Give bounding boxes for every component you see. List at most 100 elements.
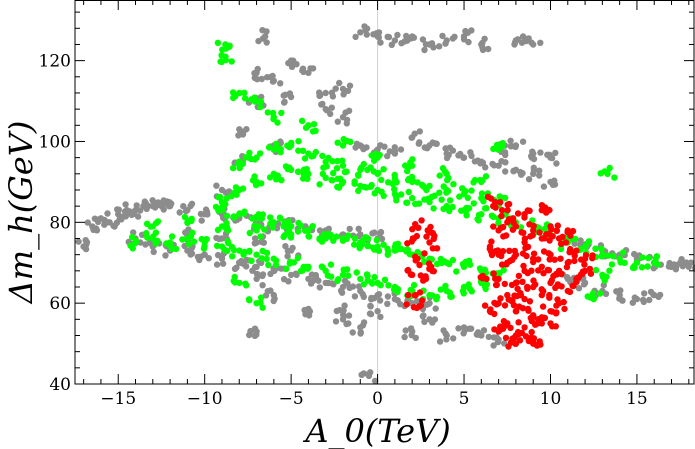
point (464, 194, 471, 201)
point (257, 233, 264, 240)
point (410, 281, 418, 289)
point (380, 241, 387, 248)
point (197, 210, 205, 218)
point (375, 169, 382, 177)
point (319, 170, 326, 178)
point (436, 43, 443, 50)
point (528, 152, 535, 160)
point (213, 182, 220, 189)
point (216, 193, 224, 201)
point (470, 200, 477, 207)
point (455, 325, 462, 332)
point (249, 215, 256, 222)
point (302, 311, 309, 318)
point (325, 225, 332, 232)
point (481, 205, 489, 212)
point (497, 194, 505, 201)
point (530, 250, 538, 257)
point (182, 207, 190, 215)
point (143, 220, 151, 227)
point (185, 240, 193, 248)
point (334, 118, 341, 125)
point (333, 307, 340, 315)
point (355, 187, 362, 194)
point (471, 158, 479, 165)
point (523, 252, 530, 260)
point (443, 154, 451, 162)
point (359, 290, 366, 298)
plot-frame (74, 0, 695, 385)
point (528, 267, 535, 274)
point (546, 294, 553, 301)
point (278, 177, 285, 184)
point (353, 269, 360, 276)
point (679, 263, 686, 270)
point (339, 85, 347, 93)
point (502, 334, 510, 342)
point (446, 197, 454, 204)
point (345, 272, 352, 279)
point (456, 193, 463, 200)
point (121, 208, 129, 215)
point (422, 273, 429, 280)
point (358, 371, 365, 378)
point (336, 79, 343, 87)
point (372, 150, 380, 158)
point (602, 290, 610, 297)
point (280, 92, 287, 99)
point (589, 252, 596, 259)
point (505, 200, 513, 208)
point (402, 246, 409, 254)
point (258, 180, 265, 187)
point (536, 167, 543, 174)
point (573, 278, 580, 286)
point (532, 321, 539, 328)
point (282, 243, 289, 250)
point (449, 147, 457, 154)
point (378, 176, 385, 184)
point (397, 146, 405, 153)
point (261, 226, 268, 233)
point (281, 232, 288, 239)
point (251, 240, 258, 247)
point (518, 229, 525, 236)
point (110, 222, 117, 230)
point (301, 155, 309, 162)
point (539, 303, 547, 310)
point (606, 164, 613, 172)
point (502, 159, 509, 166)
point (317, 92, 324, 99)
point (644, 263, 651, 270)
point (468, 187, 475, 194)
point (631, 250, 638, 258)
point (442, 145, 449, 152)
point (530, 222, 537, 230)
y-tick-label: 120 (39, 52, 71, 72)
point (575, 285, 583, 292)
point (274, 119, 281, 126)
point (437, 286, 444, 293)
point (493, 281, 500, 288)
point (232, 184, 240, 191)
point (339, 237, 347, 244)
point (229, 253, 236, 260)
point (604, 252, 612, 259)
point (367, 164, 374, 171)
point (443, 336, 450, 343)
point (485, 45, 492, 53)
point (403, 301, 410, 308)
point (507, 143, 515, 150)
point (460, 36, 468, 43)
point (397, 191, 405, 198)
point (650, 291, 657, 298)
point (345, 107, 353, 115)
point (230, 246, 238, 254)
point (258, 238, 265, 245)
point (554, 222, 561, 229)
point (75, 238, 82, 245)
point (521, 214, 528, 221)
point (641, 290, 648, 297)
point (563, 263, 571, 271)
point (544, 151, 551, 158)
point (335, 276, 342, 283)
